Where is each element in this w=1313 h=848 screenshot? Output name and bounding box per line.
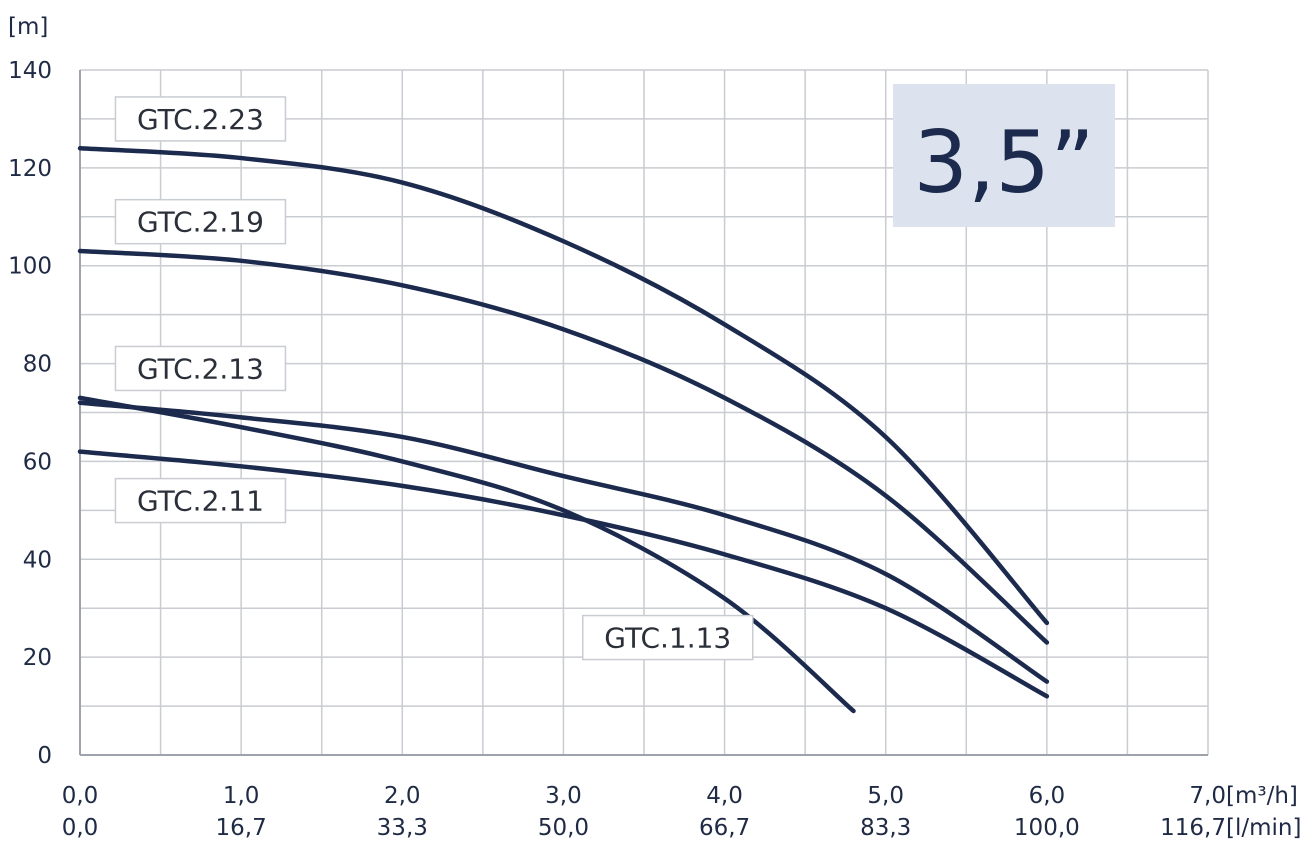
x2-tick-label: 33,3 [377, 815, 428, 841]
y-tick-labels: 0 20 40 60 80 100 120 140 [8, 58, 52, 769]
badge-text: 3,5” [913, 113, 1094, 213]
series-label-text: GTC.2.23 [137, 103, 264, 136]
x-tick-label: 1,0 [223, 783, 260, 809]
x-tick-label: 4,0 [706, 783, 743, 809]
badge-background [893, 84, 1115, 227]
x2-tick-label: 83,3 [860, 815, 911, 841]
x-tick-label: 7,0 [1189, 783, 1226, 809]
y-tick-label: 100 [8, 254, 52, 280]
series-label-gtc-2-11: GTC.2.11 [114, 477, 287, 524]
series-label-box [114, 477, 287, 524]
x-tick-label: 2,0 [384, 783, 421, 809]
y-tick-label: 80 [23, 352, 52, 378]
series-label-gtc-2-19: GTC.2.19 [114, 198, 287, 245]
x2-tick-label: 16,7 [216, 815, 267, 841]
series-label-box [114, 198, 287, 245]
series-label-gtc-2-23: GTC.2.23 [114, 96, 287, 142]
x-tick-labels: 0,0 1,0 2,0 3,0 4,0 5,0 6,0 7,0 [62, 783, 1226, 809]
y-unit-label: [m] [8, 14, 48, 40]
x-tick-label: 3,0 [545, 783, 582, 809]
y-tick-label: 120 [8, 156, 52, 182]
x2-tick-label: 66,7 [699, 815, 750, 841]
series-label-text: GTC.2.11 [137, 485, 264, 518]
x-tick-label: 6,0 [1029, 783, 1066, 809]
x-tick-label: 0,0 [62, 783, 99, 809]
y-tick-label: 140 [8, 58, 52, 84]
x2-tick-label: 100,0 [1014, 815, 1080, 841]
series-label-gtc-1-13: GTC.1.13 [582, 614, 754, 661]
axes [79, 70, 1208, 756]
series-line-gtc-2-11 [77, 449, 1050, 699]
series-labels: GTC.2.23 GTC.2.19 GTC.2.13 GTC.2.11 GTC.1.13 [114, 96, 754, 661]
series-label-box [582, 614, 754, 661]
series-label-box [114, 345, 287, 392]
series-line-gtc-2-19 [77, 248, 1050, 645]
series-label-text: GTC.2.13 [137, 352, 264, 385]
x2-tick-labels: 0,0 16,7 33,3 50,0 66,7 83,3 100,0 116,7 [62, 815, 1226, 841]
series-line-gtc-2-13 [77, 400, 1050, 684]
series-label-box [114, 96, 287, 142]
series-label-text: GTC.2.19 [137, 206, 264, 239]
y-tick-label: 40 [23, 547, 52, 573]
series-line-gtc-1-13 [77, 395, 856, 714]
x2-tick-label: 50,0 [538, 815, 589, 841]
series-label-text: GTC.1.13 [604, 622, 731, 655]
y-tick-label: 20 [23, 645, 52, 671]
x-tick-label: 5,0 [867, 783, 904, 809]
series-label-gtc-2-13: GTC.2.13 [114, 345, 287, 392]
x2-tick-label: 0,0 [62, 815, 99, 841]
badge: 3,5” [893, 84, 1115, 227]
x2-unit-label: [l/min] [1226, 815, 1301, 841]
y-tick-label: 0 [37, 743, 52, 769]
x-unit-label: [m³/h] [1226, 783, 1298, 809]
x2-tick-label: 116,7 [1160, 815, 1226, 841]
series-line-gtc-2-23 [77, 146, 1050, 626]
y-tick-label: 60 [23, 449, 52, 475]
